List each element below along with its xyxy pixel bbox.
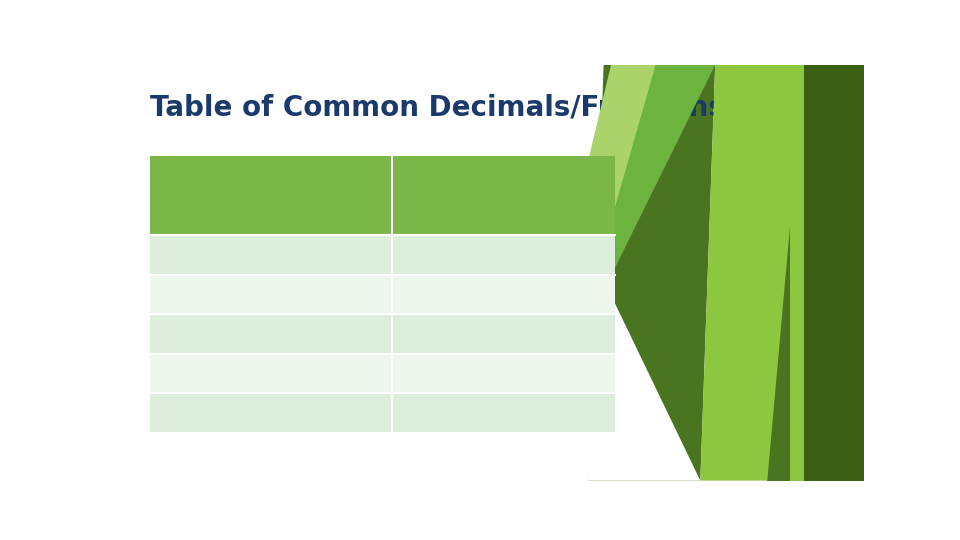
Text: Mole Ratio: Mole Ratio bbox=[208, 186, 333, 206]
Text: Multiply all mole ratios
by: Multiply all mole ratios by bbox=[368, 174, 639, 218]
Polygon shape bbox=[588, 65, 715, 481]
Polygon shape bbox=[544, 265, 701, 481]
Polygon shape bbox=[588, 65, 715, 306]
Bar bbox=[150, 235, 614, 275]
Polygon shape bbox=[566, 65, 656, 273]
Text: Table of Common Decimals/Fractions: Table of Common Decimals/Fractions bbox=[150, 94, 725, 122]
Bar bbox=[150, 393, 614, 433]
Polygon shape bbox=[701, 65, 804, 481]
Polygon shape bbox=[767, 65, 864, 481]
Polygon shape bbox=[767, 65, 864, 481]
Bar bbox=[150, 275, 614, 314]
Polygon shape bbox=[804, 65, 864, 481]
Bar bbox=[150, 314, 614, 354]
Bar bbox=[150, 354, 614, 393]
Bar bbox=[150, 156, 614, 235]
